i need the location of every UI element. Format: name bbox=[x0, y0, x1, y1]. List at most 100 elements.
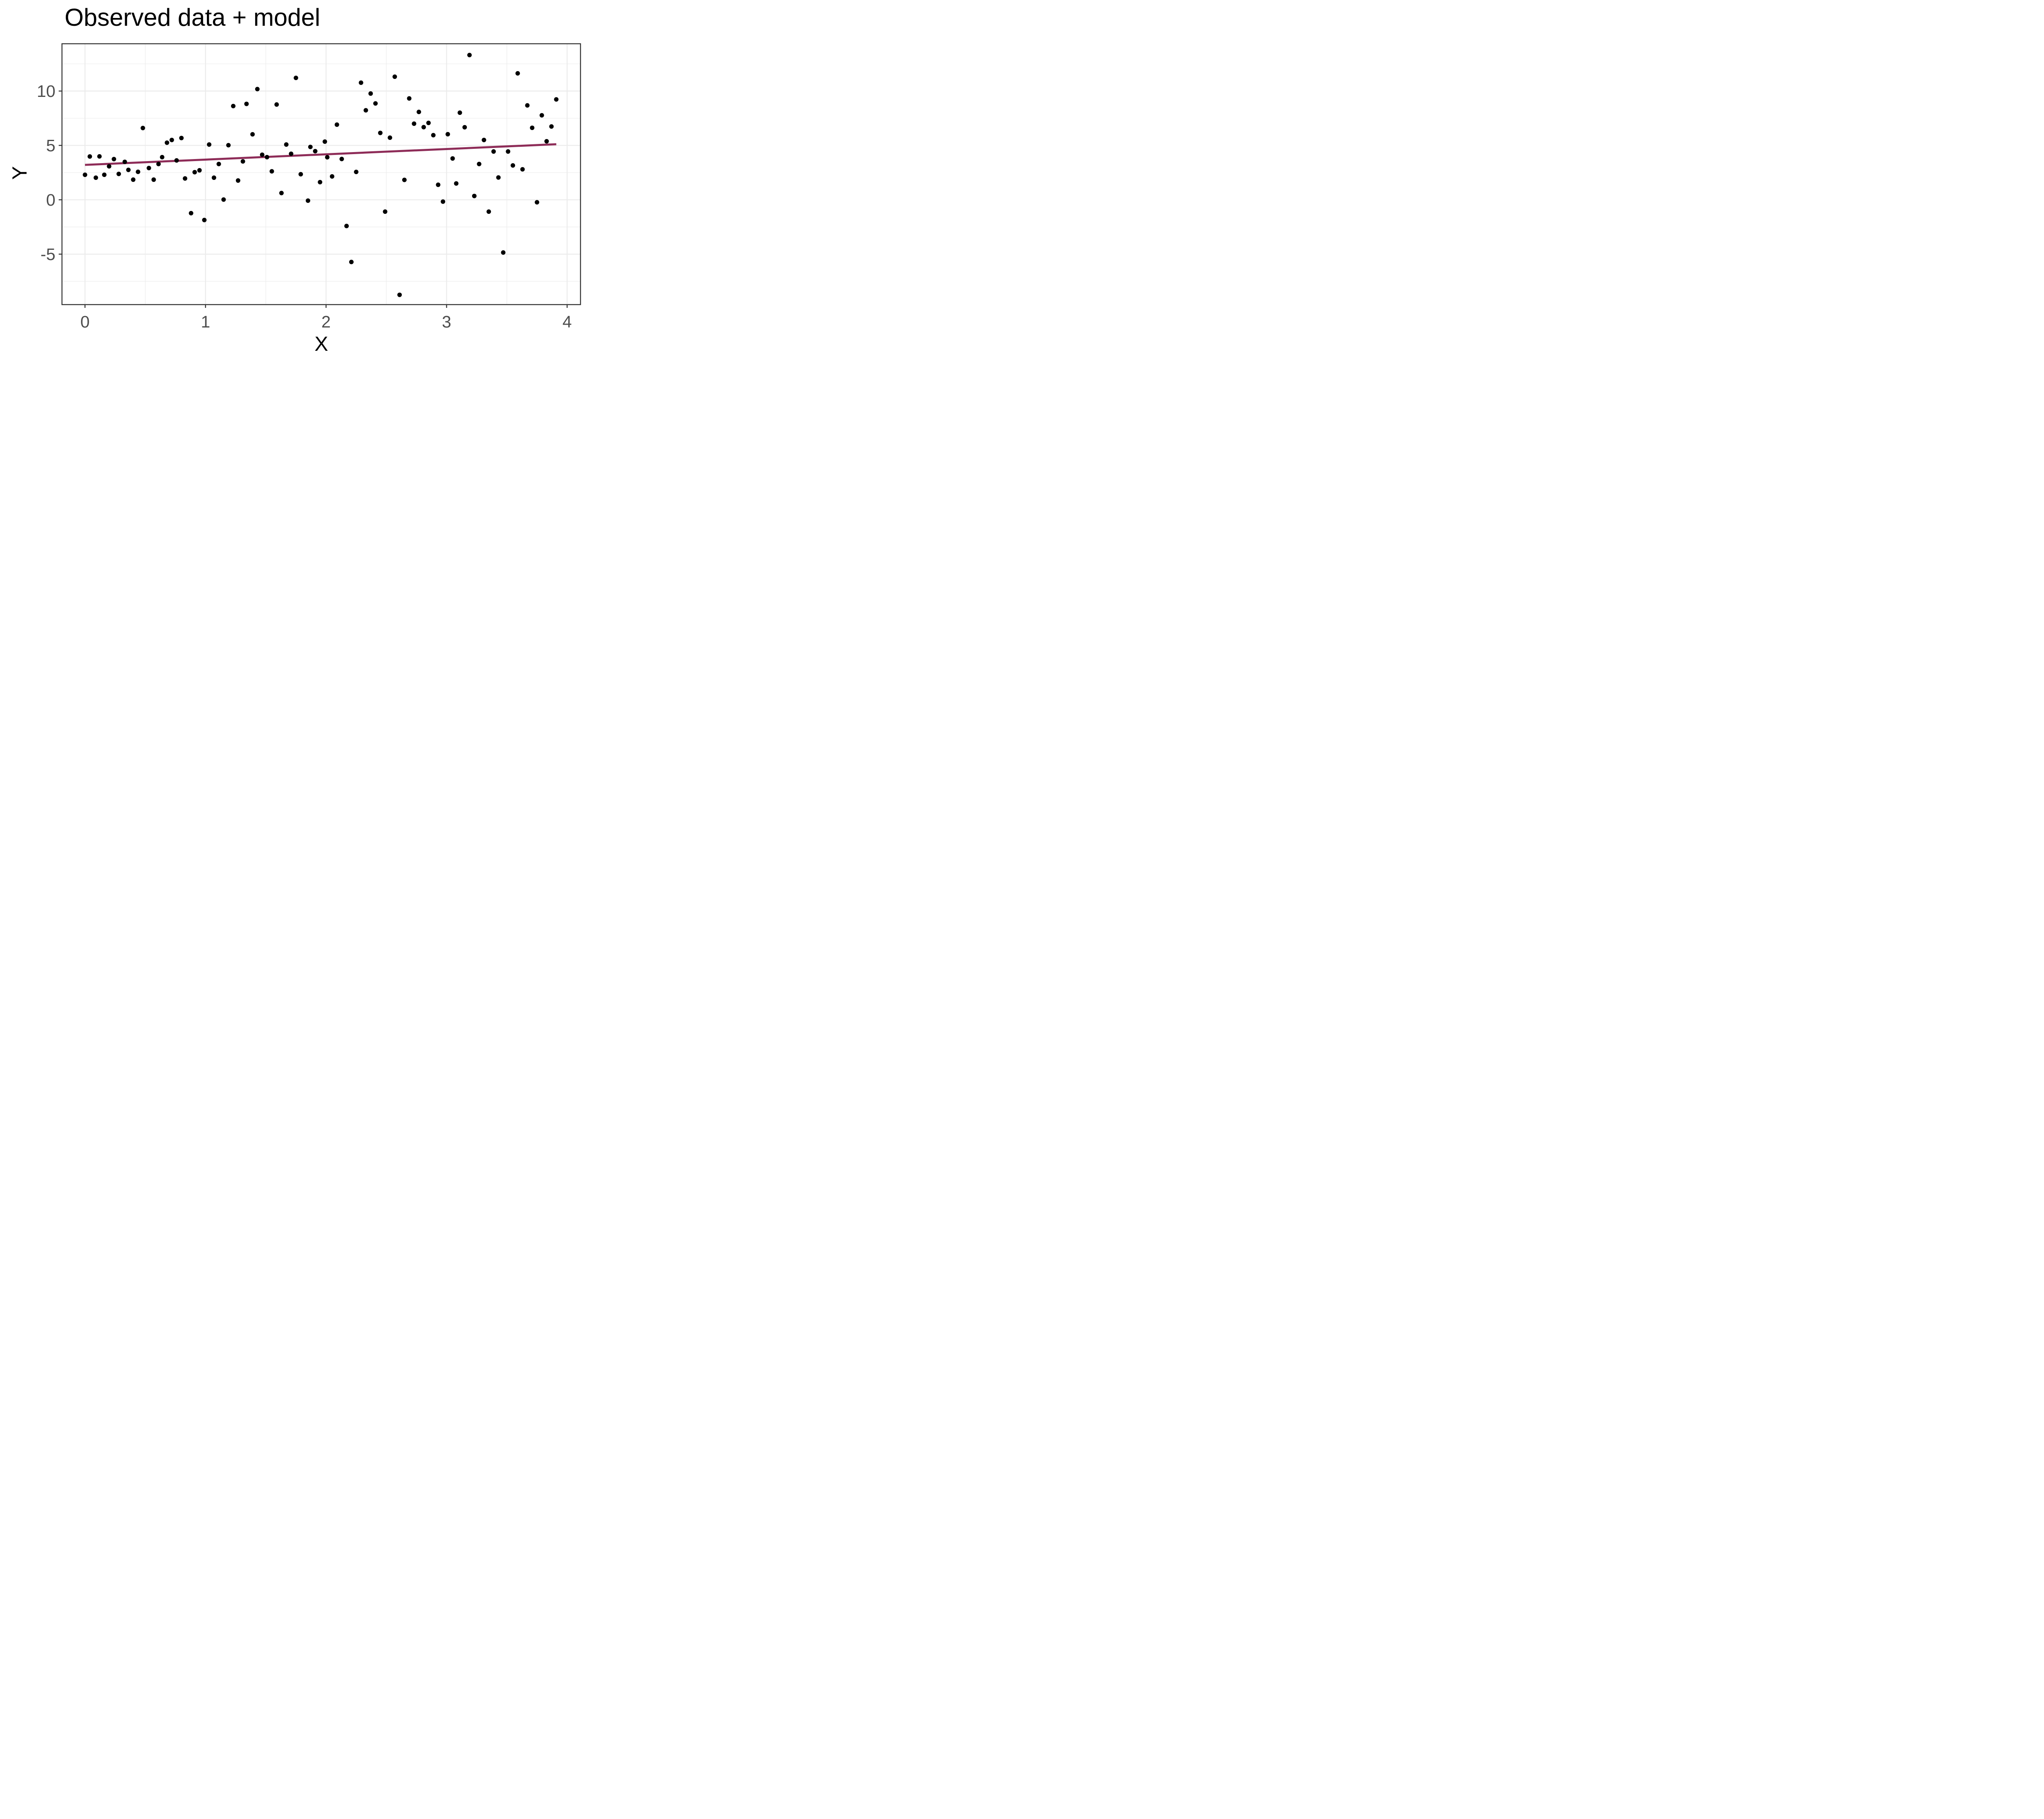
data-point bbox=[250, 132, 255, 137]
data-point bbox=[211, 175, 216, 180]
data-point bbox=[354, 170, 359, 175]
data-point bbox=[554, 97, 559, 102]
data-point bbox=[221, 197, 226, 202]
data-point bbox=[140, 126, 145, 130]
data-point bbox=[235, 178, 240, 183]
data-point bbox=[284, 142, 289, 147]
data-point bbox=[112, 157, 117, 161]
data-point bbox=[240, 159, 245, 164]
data-point bbox=[383, 209, 388, 214]
data-point bbox=[544, 139, 549, 144]
data-point bbox=[421, 125, 426, 130]
data-point bbox=[426, 121, 431, 126]
data-point bbox=[334, 122, 339, 127]
data-point bbox=[174, 158, 179, 163]
data-point bbox=[436, 182, 441, 187]
x-tick-label: 2 bbox=[321, 312, 331, 331]
data-point bbox=[441, 199, 446, 204]
data-point bbox=[313, 149, 318, 154]
data-point bbox=[188, 211, 193, 215]
data-point bbox=[183, 176, 188, 181]
data-point bbox=[289, 151, 294, 156]
data-point bbox=[472, 193, 477, 198]
data-point bbox=[520, 167, 525, 172]
data-point bbox=[151, 177, 156, 182]
data-point bbox=[102, 172, 107, 177]
data-point bbox=[412, 121, 417, 126]
data-point bbox=[305, 198, 310, 203]
data-point bbox=[308, 144, 313, 149]
data-point bbox=[87, 154, 92, 159]
data-point bbox=[329, 174, 334, 179]
data-point bbox=[298, 172, 303, 177]
figure: Observed data + model Y 0 1 2 3 4 -5 0 5 10 X bbox=[0, 0, 589, 364]
data-point bbox=[397, 292, 402, 297]
data-point bbox=[216, 161, 221, 166]
data-point bbox=[274, 102, 279, 107]
data-point bbox=[97, 154, 102, 159]
data-point bbox=[131, 177, 136, 182]
data-point bbox=[279, 191, 284, 195]
panel-background bbox=[62, 44, 581, 305]
y-tick-label: 10 bbox=[37, 81, 56, 101]
x-axis-title: X bbox=[314, 332, 328, 355]
data-point bbox=[491, 149, 496, 154]
x-tick-label: 4 bbox=[562, 312, 572, 331]
data-point bbox=[264, 155, 269, 159]
data-point bbox=[525, 103, 530, 108]
data-point bbox=[549, 124, 554, 129]
data-point bbox=[122, 159, 127, 164]
data-point bbox=[116, 171, 121, 176]
data-point bbox=[202, 218, 207, 222]
data-point bbox=[169, 137, 174, 142]
data-point bbox=[417, 110, 421, 114]
x-tick-label: 0 bbox=[80, 312, 90, 331]
data-point bbox=[318, 180, 323, 185]
data-point bbox=[325, 155, 330, 160]
data-point bbox=[515, 71, 520, 76]
data-point bbox=[207, 142, 212, 147]
data-point bbox=[445, 132, 450, 137]
data-point bbox=[535, 200, 540, 205]
model-fit-line bbox=[85, 143, 556, 166]
data-point bbox=[462, 125, 467, 130]
data-point bbox=[467, 53, 472, 58]
data-point bbox=[506, 149, 511, 154]
data-point bbox=[146, 166, 151, 170]
data-point bbox=[179, 136, 184, 141]
data-point bbox=[496, 175, 501, 180]
data-point bbox=[349, 260, 354, 265]
panel-border bbox=[61, 43, 581, 305]
data-point bbox=[260, 153, 264, 157]
data-point bbox=[156, 161, 161, 166]
chart-svg bbox=[58, 43, 581, 308]
data-point bbox=[197, 168, 202, 173]
data-point bbox=[136, 169, 141, 174]
y-tick-label: 0 bbox=[46, 190, 56, 209]
x-tick-label: 1 bbox=[201, 312, 211, 331]
data-point bbox=[407, 96, 412, 101]
data-point bbox=[431, 133, 436, 138]
data-point bbox=[539, 113, 544, 118]
data-point bbox=[373, 101, 378, 106]
data-point bbox=[450, 156, 455, 161]
data-point bbox=[126, 167, 131, 172]
data-point bbox=[107, 164, 112, 169]
data-point bbox=[359, 80, 363, 85]
data-point bbox=[402, 177, 407, 182]
data-point bbox=[392, 74, 397, 79]
data-point bbox=[269, 169, 274, 174]
data-point bbox=[511, 163, 515, 168]
data-point bbox=[192, 170, 197, 175]
data-point bbox=[363, 108, 368, 113]
data-point bbox=[477, 161, 482, 166]
data-point bbox=[231, 103, 236, 108]
data-point bbox=[160, 155, 165, 159]
data-point bbox=[388, 135, 392, 140]
data-point bbox=[378, 130, 383, 135]
data-point bbox=[486, 209, 491, 214]
data-point bbox=[344, 224, 349, 229]
data-point bbox=[244, 101, 249, 106]
data-point bbox=[323, 139, 327, 144]
y-tick-label: -5 bbox=[40, 244, 56, 264]
